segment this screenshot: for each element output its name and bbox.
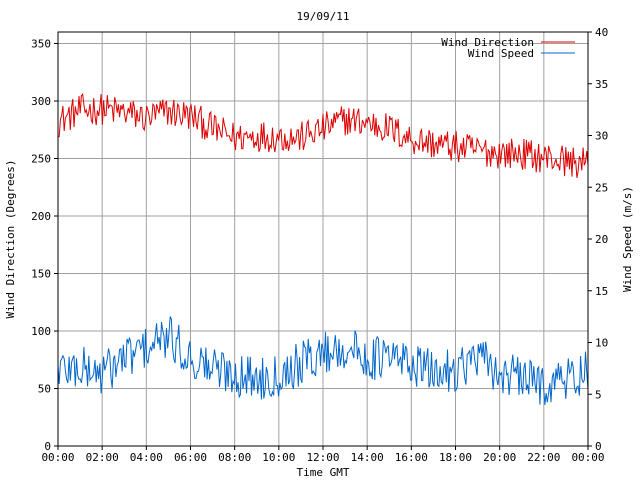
- legend-label-wind-direction: Wind Direction: [441, 36, 534, 49]
- y-left-tick-label: 0: [44, 440, 51, 453]
- y-axis-label-right: Wind Speed (m/s): [621, 186, 634, 292]
- y-left-tick-label: 350: [31, 38, 51, 51]
- y-right-tick-label: 25: [595, 181, 608, 194]
- x-tick-label: 18:00: [439, 451, 472, 464]
- y-axis-label-left: Wind Direction (Degrees): [4, 160, 17, 319]
- series-line-wind-direction: [57, 93, 589, 178]
- x-tick-label: 16:00: [395, 451, 428, 464]
- y-left-tick-label: 50: [38, 383, 51, 396]
- x-tick-label: 00:00: [41, 451, 74, 464]
- y-right-tick-label: 5: [595, 388, 602, 401]
- y-right-tick-label: 35: [595, 78, 608, 91]
- y-left-tick-label: 100: [31, 325, 51, 338]
- y-left-tick-label: 200: [31, 210, 51, 223]
- y-right-tick-label: 15: [595, 285, 608, 298]
- x-tick-label: 06:00: [174, 451, 207, 464]
- x-tick-label: 00:00: [571, 451, 604, 464]
- x-tick-label: 08:00: [218, 451, 251, 464]
- grid: [58, 32, 588, 446]
- x-tick-label: 10:00: [262, 451, 295, 464]
- series-lines: [57, 93, 589, 405]
- y-left-tick-label: 300: [31, 95, 51, 108]
- x-tick-label: 12:00: [306, 451, 339, 464]
- x-tick-label: 02:00: [86, 451, 119, 464]
- series-line-wind-speed: [57, 316, 589, 405]
- legend: Wind Direction Wind Speed: [441, 36, 575, 60]
- x-tick-label: 04:00: [130, 451, 163, 464]
- y-right-tick-label: 10: [595, 337, 608, 350]
- y-left-tick-label: 150: [31, 268, 51, 281]
- y-right-tick-label: 30: [595, 130, 608, 143]
- x-tick-label: 14:00: [351, 451, 384, 464]
- x-axis-label: Time GMT: [297, 466, 350, 479]
- chart-title: 19/09/11: [297, 10, 350, 23]
- y-right-tick-label: 0: [595, 440, 602, 453]
- y-right-tick-label: 40: [595, 26, 608, 39]
- legend-label-wind-speed: Wind Speed: [468, 47, 534, 60]
- y-right-tick-label: 20: [595, 233, 608, 246]
- y-left-tick-label: 250: [31, 153, 51, 166]
- x-tick-label: 22:00: [527, 451, 560, 464]
- x-tick-label: 20:00: [483, 451, 516, 464]
- axis-ticks: 00:00 02:00 04:00 06:00 08:00 10:00 12:00 14:00…: [31, 26, 608, 464]
